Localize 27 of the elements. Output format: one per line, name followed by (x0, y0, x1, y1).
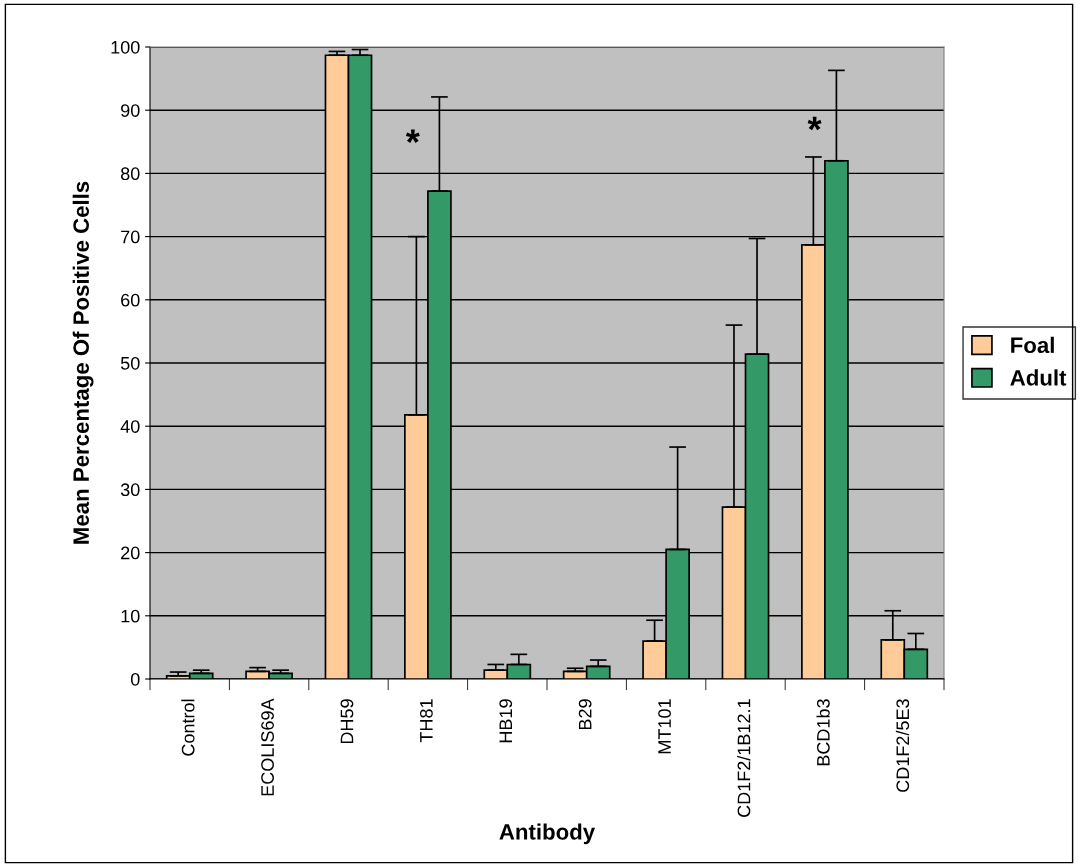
y-tick-label: 0 (130, 672, 140, 686)
x-tick-label: Control (181, 699, 195, 756)
y-tick-label: 20 (121, 546, 140, 560)
x-tick-label: HB19 (499, 699, 513, 743)
x-axis-title: Antibody (499, 823, 596, 845)
y-tick-label: 100 (111, 40, 140, 54)
x-tick-label: BCD1b3 (816, 699, 830, 766)
x-tick-label: TH81 (419, 699, 433, 743)
y-tick-label: 40 (120, 420, 140, 433)
x-tick-label: ECOLIS69A (261, 698, 274, 796)
x-tick-label: CD1F2/1B12.1 (737, 699, 751, 817)
y-axis-title: Mean Percentage Of Positive Cells (72, 181, 94, 544)
x-tick-label: B29 (578, 699, 592, 730)
y-tick-label: 70 (121, 230, 140, 244)
legend-label: Foal (1011, 336, 1054, 354)
y-tick-label: 10 (121, 609, 140, 623)
y-tick-label: 90 (121, 104, 140, 117)
y-tick-label: 30 (120, 483, 140, 497)
x-tick-label: CD1F2/5E3 (895, 699, 910, 792)
y-tick-label: 80 (120, 167, 140, 181)
y-tick-label: 60 (121, 293, 140, 307)
y-tick-label: 50 (120, 356, 140, 370)
legend-label: Adult (1010, 369, 1067, 386)
x-tick-label: DH59 (340, 699, 354, 744)
annotation: * (807, 116, 822, 131)
x-tick-label: MT101 (658, 699, 671, 754)
annotation: * (405, 129, 420, 143)
